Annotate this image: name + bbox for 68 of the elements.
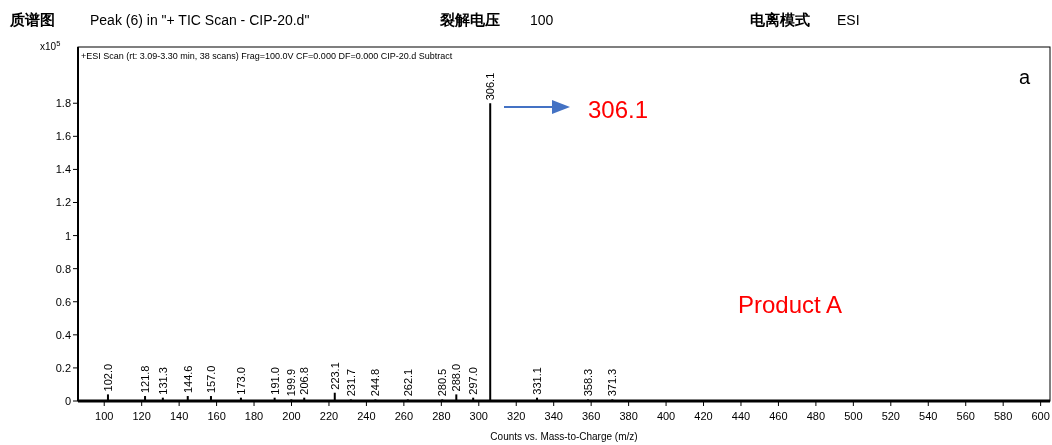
x-tick-label: 480: [806, 410, 826, 422]
x-tick-label: 460: [769, 410, 788, 422]
text: 裂解电压: [439, 11, 500, 28]
x-tick-label: 120: [132, 410, 151, 422]
x-tick-label: 500: [844, 410, 863, 422]
x-tick-label: 180: [244, 410, 264, 422]
annotation: 157.0: [204, 365, 217, 394]
x-tick-label: 520: [881, 410, 900, 422]
annotation: 199.9: [285, 368, 298, 397]
x-tick-label: 340: [544, 410, 563, 422]
annotation: 223.1: [328, 362, 341, 390]
annotation: Product A: [737, 291, 843, 318]
y-axis-title: x10$^{5}$: [40, 38, 61, 52]
x-tick-label: 240: [357, 410, 376, 422]
x-tick-label: 160: [207, 410, 226, 422]
y-tick-label: 1.8: [55, 97, 71, 110]
text: 100: [530, 12, 554, 28]
text: Peak (6) in "+ TIC Scan - CIP-20.d": [90, 12, 310, 28]
x-tick-label: 320: [507, 410, 526, 422]
annotation: 173.0: [234, 367, 247, 395]
annotation: 131.3: [156, 367, 169, 395]
x-tick-label: 560: [956, 410, 975, 422]
y-tick-label: 0.6: [55, 295, 71, 308]
y-tick-label: 0.4: [55, 328, 71, 341]
x-tick-label: 220: [319, 410, 339, 422]
x-tick-label: 280: [432, 410, 451, 422]
annotation: 144.6: [181, 365, 194, 394]
annotation: 306.1: [588, 96, 649, 123]
y-tick-label: 0.2: [55, 361, 71, 374]
chart-title: 质谱图: [9, 11, 55, 28]
y-tick-label: 0: [64, 395, 71, 407]
y-tick-label: 1.6: [55, 130, 71, 143]
x-tick-label: 580: [994, 410, 1013, 422]
x-tick-label: 380: [619, 410, 638, 422]
x-tick-label: 300: [469, 410, 488, 422]
text: ESI: [837, 12, 860, 28]
y-tick-label: 1.4: [55, 163, 71, 176]
x-tick-label: 360: [581, 410, 601, 422]
y-tick-label: 1.2: [55, 196, 71, 209]
annotation: 280.5: [436, 368, 449, 397]
x-axis-title: Counts vs. Mass-to-Charge (m/z): [490, 431, 638, 442]
x-tick-label: 200: [282, 410, 301, 422]
annotation: 331.1: [531, 367, 544, 395]
x-tick-label: 540: [919, 410, 938, 422]
annotation: a: [1018, 66, 1031, 88]
annotation: 306.1: [484, 72, 497, 101]
annotation: 262.1: [401, 368, 414, 397]
annotation: 121.8: [139, 365, 152, 394]
annotation: 297.0: [467, 367, 480, 395]
annotation: 371.3: [606, 368, 619, 397]
x-tick-label: 400: [656, 410, 676, 422]
x-tick-label: 140: [169, 410, 189, 422]
text: 电离模式: [750, 11, 810, 28]
annotation: +ESI Scan (rt: 3.09-3.30 min, 38 scans) Frag=100.0V CF=0.000 DF=0.000 CIP-20.d Subtract: [81, 51, 453, 61]
annotation: 191.0: [268, 367, 281, 395]
x-tick-label: 420: [694, 410, 713, 422]
x-tick-label: 100: [95, 410, 114, 422]
x-tick-label: 600: [1031, 410, 1050, 422]
annotation: 231.7: [344, 368, 357, 397]
annotation: 244.8: [369, 368, 382, 397]
y-tick-label: 0.8: [55, 262, 71, 275]
annotation: 358.3: [581, 368, 594, 397]
x-tick-label: 260: [394, 410, 414, 422]
y-tick-label: 1: [64, 229, 71, 242]
annotation: 102.0: [101, 363, 114, 392]
x-tick-label: 440: [731, 410, 751, 422]
annotation: 288.0: [450, 363, 463, 392]
annotation: 206.8: [298, 367, 311, 395]
